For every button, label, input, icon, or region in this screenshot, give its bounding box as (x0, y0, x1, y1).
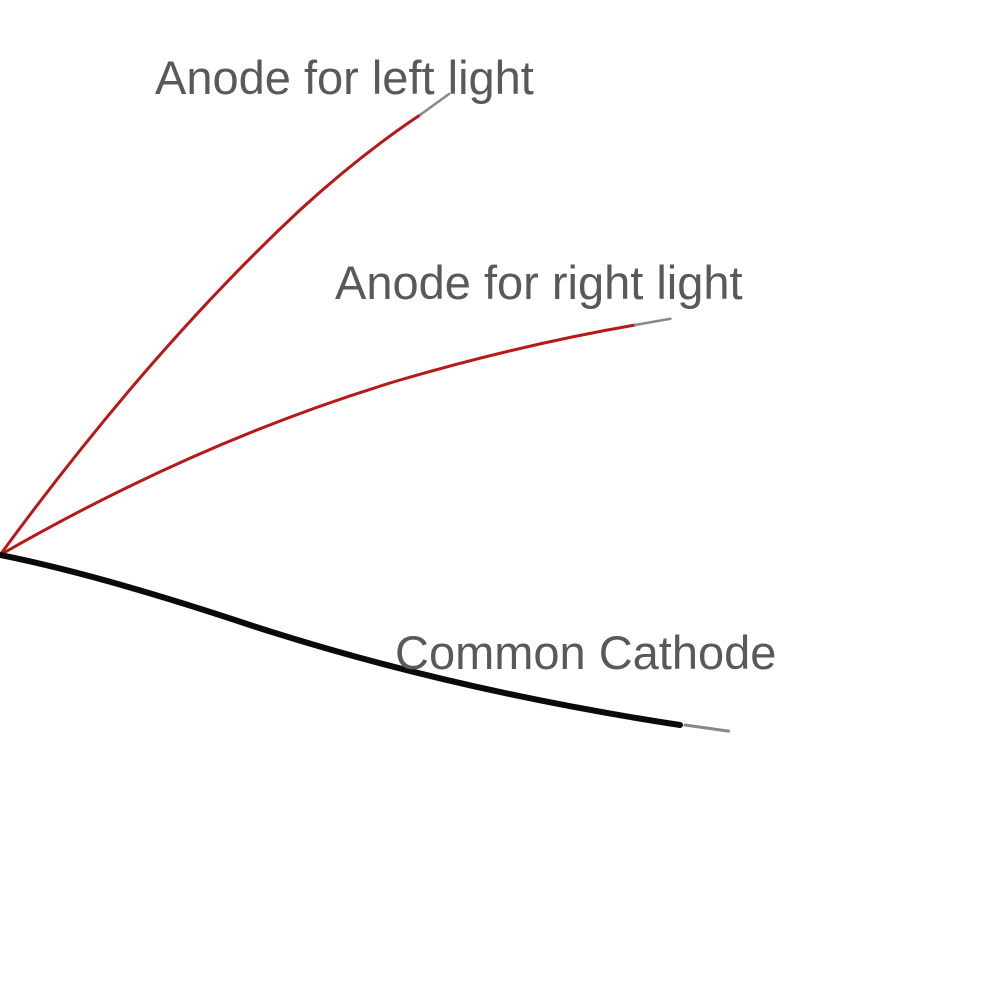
wire-anode-right-tip (635, 319, 670, 325)
wire-anode-right (0, 325, 635, 555)
wire-anode-right-path (0, 325, 635, 555)
label-common-cathode: Common Cathode (395, 625, 776, 680)
wire-common-cathode-tip (685, 725, 729, 731)
label-anode-left: Anode for left light (155, 50, 534, 105)
label-anode-right: Anode for right light (335, 255, 743, 310)
wire-anode-left (0, 115, 420, 555)
wire-anode-left-path (0, 115, 420, 555)
wire-diagram (0, 0, 1001, 1001)
